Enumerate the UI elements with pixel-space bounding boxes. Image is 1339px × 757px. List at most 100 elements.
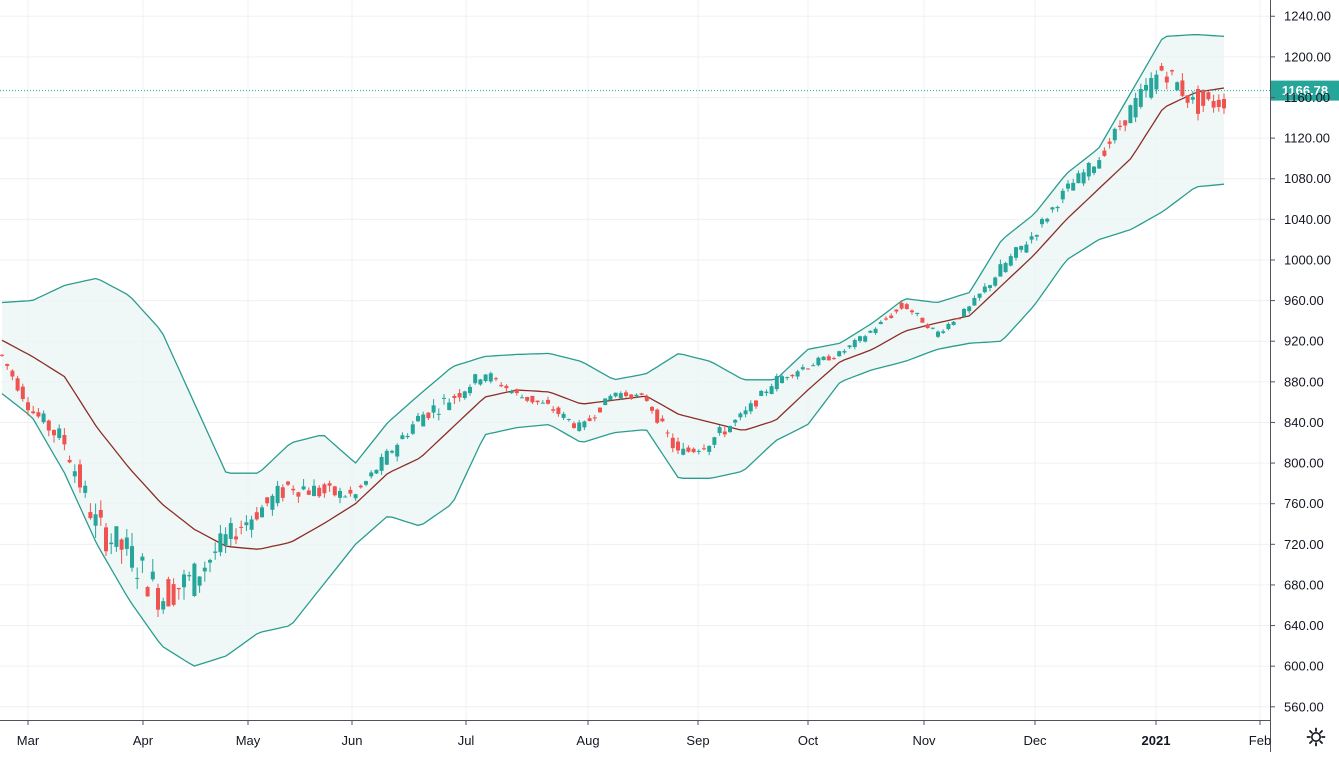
candle-down <box>358 484 363 489</box>
candle-down <box>1102 147 1107 157</box>
candle-up <box>1097 157 1102 169</box>
candle-up <box>878 320 883 325</box>
candle-down <box>26 397 30 416</box>
candle-down <box>1159 62 1164 72</box>
candle-down <box>556 406 561 417</box>
candle-up <box>369 470 374 479</box>
candle-up <box>972 295 977 306</box>
candle-down <box>280 484 285 502</box>
candle-up <box>1066 180 1070 192</box>
x-tick-label: Jun <box>342 733 363 748</box>
candle-down <box>426 412 431 421</box>
candle-up <box>390 449 394 454</box>
candle-up <box>462 390 467 400</box>
candle-down <box>535 400 540 405</box>
candle-up <box>343 494 348 498</box>
candle-up <box>223 527 228 554</box>
y-tick-label: 640.00 <box>1284 618 1324 633</box>
y-tick-label: 760.00 <box>1284 496 1324 511</box>
candle-up <box>1008 253 1013 267</box>
candle-up <box>1003 261 1008 273</box>
candle-down <box>504 384 509 392</box>
candle-down <box>1216 94 1221 112</box>
candle-down <box>551 406 556 414</box>
candle-down <box>494 376 498 382</box>
candle-down <box>722 426 727 438</box>
candle-up <box>847 345 852 349</box>
candle-down <box>826 354 831 361</box>
candle-up <box>379 453 384 475</box>
candle-up <box>821 356 826 361</box>
upper-band-line <box>1 34 1225 474</box>
candle-up <box>930 327 935 330</box>
candle-down <box>1211 94 1216 113</box>
candle-up <box>57 424 62 441</box>
candle-down <box>171 578 176 607</box>
candle-down <box>639 392 644 396</box>
candle-down <box>665 429 670 438</box>
x-tick-label: Nov <box>912 733 936 748</box>
middle-band-line <box>1 87 1225 550</box>
candle-down <box>920 317 925 323</box>
candle-down <box>587 415 592 422</box>
candle-down <box>20 383 25 402</box>
candle-up <box>400 432 405 440</box>
candle-up <box>608 394 613 401</box>
candle-up <box>410 420 415 436</box>
candle-up <box>520 394 524 399</box>
grid-layer <box>0 0 1270 720</box>
candle-up <box>1138 83 1143 109</box>
candle-up <box>998 259 1003 277</box>
candle-up <box>696 449 701 455</box>
candle-down <box>530 395 535 405</box>
candle-down <box>88 503 93 520</box>
x-tick-label: Apr <box>133 733 154 748</box>
candle-down <box>670 433 675 453</box>
candle-up <box>395 443 400 462</box>
candle-up <box>416 412 420 422</box>
band-fill <box>2 34 1224 666</box>
candle-down <box>1206 91 1211 101</box>
candle-up <box>1060 188 1065 204</box>
candle-up <box>1144 78 1148 98</box>
candle-down <box>239 520 244 535</box>
y-tick-label: 720.00 <box>1284 537 1324 552</box>
candle-up <box>140 553 145 573</box>
candle-up <box>577 420 582 432</box>
candle-down <box>1222 93 1226 114</box>
candle-up <box>364 480 368 487</box>
candle-down <box>98 500 103 526</box>
candle-down <box>1201 89 1206 113</box>
candle-up <box>130 532 134 572</box>
candle-up <box>405 433 410 439</box>
candle-up <box>260 504 264 518</box>
candle-down <box>10 369 15 381</box>
candle-up <box>712 436 717 449</box>
candle-up <box>728 425 732 433</box>
candle-up <box>93 503 98 538</box>
candle-up <box>540 400 545 404</box>
candle-up <box>936 330 940 339</box>
y-tick-label: 920.00 <box>1284 334 1324 349</box>
candle-down <box>166 576 171 607</box>
x-tick-label: Sep <box>686 733 709 748</box>
candle-up <box>150 559 155 582</box>
candle-up <box>244 515 249 532</box>
candle-down <box>317 485 322 498</box>
candle-up <box>72 464 77 483</box>
candle-down <box>499 382 504 388</box>
last-price-label: 1166.78 <box>1282 83 1328 98</box>
x-tick-label: 2021 <box>1142 733 1171 748</box>
candle-down <box>52 429 56 443</box>
candle-down <box>655 408 660 424</box>
candle-up <box>374 469 379 475</box>
candle-up <box>868 330 873 334</box>
candle-down <box>78 459 82 493</box>
candle-down <box>327 480 332 492</box>
candle-up <box>774 373 779 392</box>
candle-up <box>941 329 946 335</box>
settings-gear-button[interactable] <box>1305 726 1327 748</box>
x-tick-label: Feb <box>1249 733 1271 748</box>
candle-up <box>249 515 254 538</box>
